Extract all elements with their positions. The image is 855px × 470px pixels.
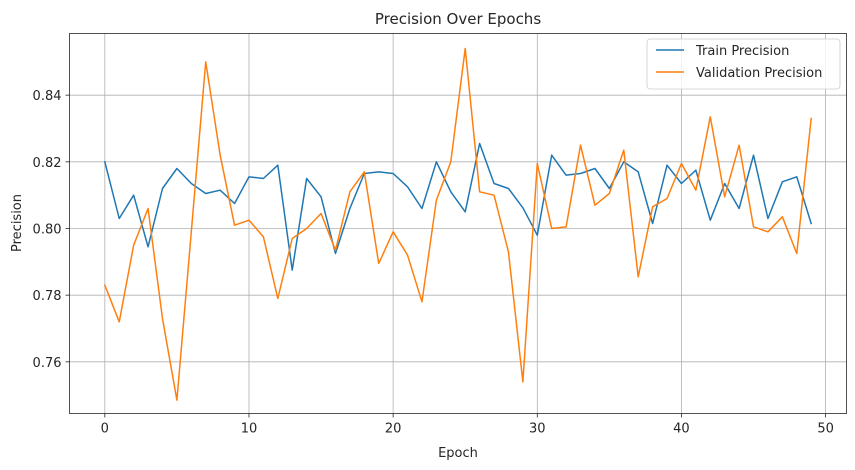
y-tick-label: 0.76 xyxy=(33,356,62,371)
x-axis-label: Epoch xyxy=(438,446,478,461)
legend-box xyxy=(646,38,841,90)
train-precision-line xyxy=(103,142,813,271)
grid xyxy=(69,33,847,414)
x-tick-label: 10 xyxy=(241,422,258,437)
chart-title: Precision Over Epochs xyxy=(375,10,541,28)
x-tick-label: 50 xyxy=(817,422,834,437)
x-tick-label: 30 xyxy=(529,422,546,437)
y-tick-label: 0.82 xyxy=(33,156,62,171)
y-tick-label: 0.84 xyxy=(33,89,62,104)
legend-label-train: Train Precision xyxy=(695,44,789,59)
y-tick-label: 0.78 xyxy=(33,289,62,304)
x-tick-label: 0 xyxy=(101,422,109,437)
legend-label-validation: Validation Precision xyxy=(696,66,822,81)
legend: Train Precision Validation Precision xyxy=(646,38,841,90)
x-tick-label: 40 xyxy=(673,422,690,437)
plot-frame xyxy=(69,33,847,414)
series-lines xyxy=(103,47,813,401)
axis-ticks: 0 10 20 30 40 50 0.76 0.78 0.80 0.82 0.84 xyxy=(33,89,834,436)
y-tick-label: 0.80 xyxy=(33,223,62,238)
y-axis-label: Precision xyxy=(10,194,25,252)
validation-precision-line xyxy=(103,47,813,401)
x-tick-label: 20 xyxy=(385,422,402,437)
